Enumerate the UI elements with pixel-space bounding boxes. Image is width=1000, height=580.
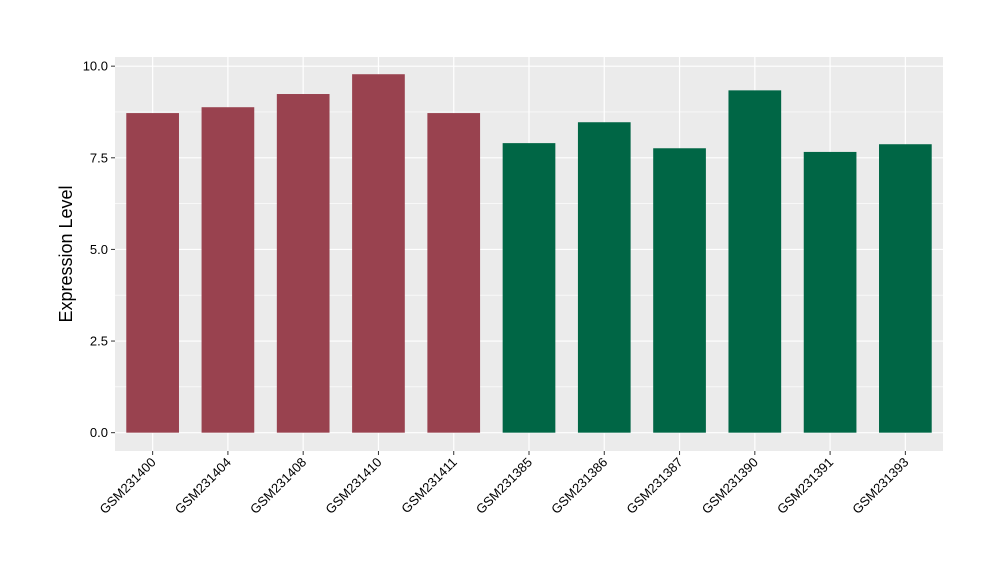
bar-GSM231387: [653, 148, 706, 433]
bar-GSM231385: [502, 143, 556, 433]
x-tick-label: GSM231400: [97, 455, 159, 517]
x-tick-label: GSM231408: [247, 455, 309, 517]
bar-GSM231390: [728, 90, 782, 433]
x-tick-label: GSM231393: [849, 455, 911, 517]
x-tick-label: GSM231391: [774, 455, 836, 517]
x-axis: GSM231400 GSM231404 GSM231408 GSM231410 GSM2…: [97, 451, 911, 517]
x-tick-label: GSM231385: [473, 455, 535, 517]
y-tick-label: 2.5: [90, 334, 108, 349]
y-tick-label: 5.0: [90, 242, 108, 257]
y-tick-label: 10.0: [83, 59, 108, 74]
x-tick-label: GSM231386: [548, 455, 610, 517]
x-tick-label: GSM231411: [398, 455, 460, 517]
bars: [126, 74, 932, 433]
bar-GSM231408: [276, 94, 330, 433]
bar-GSM231393: [879, 144, 932, 433]
x-tick-label: GSM231410: [322, 455, 384, 517]
bar-GSM231410: [352, 74, 405, 433]
x-tick-label: GSM231390: [699, 455, 761, 517]
bar-GSM231411: [427, 113, 481, 433]
y-tick-label: 0.0: [90, 425, 108, 440]
y-tick-label: 7.5: [90, 150, 108, 165]
bar-GSM231386: [577, 122, 631, 433]
bar-GSM231400: [126, 113, 179, 433]
bar-GSM231391: [803, 151, 857, 433]
x-tick-label: GSM231387: [623, 455, 685, 517]
x-tick-label: GSM231404: [172, 455, 234, 517]
y-axis-title: Expression Level: [56, 185, 76, 322]
bar-GSM231404: [201, 107, 255, 433]
y-axis: 0.0 2.5 5.0 7.5 10.0: [83, 59, 115, 440]
